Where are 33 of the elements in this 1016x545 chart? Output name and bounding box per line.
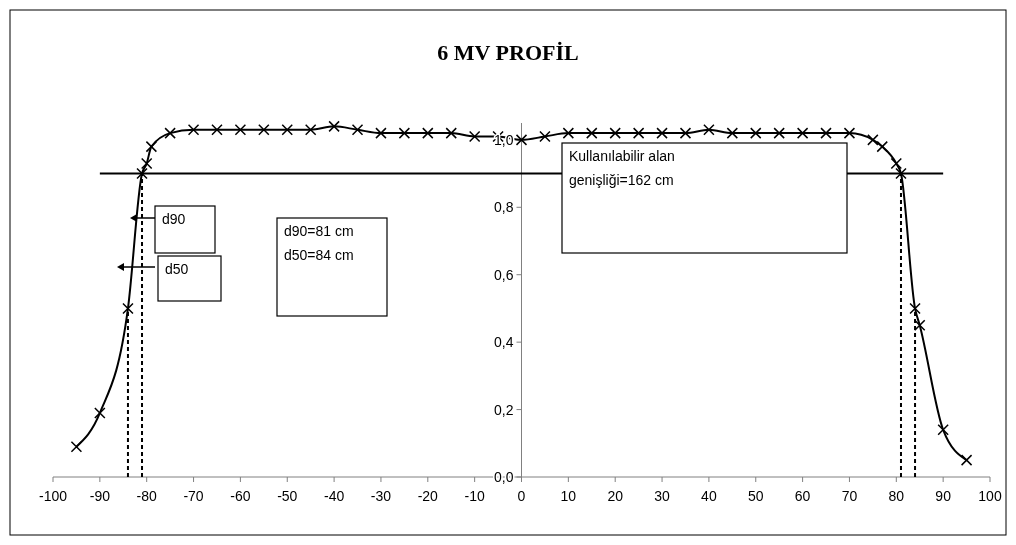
x-tick-label: 10 (560, 488, 577, 504)
y-tick-label: 0,6 (494, 266, 514, 283)
x-tick-label: 70 (841, 488, 858, 504)
x-tick-label: -80 (136, 488, 158, 504)
y-tick-label: 0,4 (494, 334, 514, 351)
annotation: d90 (162, 211, 186, 227)
x-tick-label: -70 (183, 488, 204, 504)
x-tick-label: 60 (794, 488, 811, 504)
x-tick-label: 100 (978, 488, 1002, 504)
x-tick-label: 0 (517, 488, 526, 504)
x-tick-label: -40 (323, 488, 345, 504)
x-tick-label: -10 (464, 488, 485, 504)
x-tick-label: 90 (935, 488, 952, 504)
x-tick-label: -50 (277, 488, 298, 504)
x-tick-label: 80 (888, 488, 905, 504)
annotation: d90=81 cm d50=84 cm (284, 223, 354, 263)
text-box: d90=81 cm d50=84 cm (276, 217, 388, 317)
chart-title: 6 MV PROFİL (437, 40, 579, 65)
text-box: Kullanılabilir alan genişliği=162 cm (561, 142, 848, 254)
x-tick-label: 50 (747, 488, 764, 504)
y-tick-label: 0,0 (494, 469, 514, 485)
x-tick-label: 40 (701, 488, 717, 504)
y-tick-label: 0,2 (494, 401, 514, 418)
x-tick-label: 20 (607, 488, 624, 504)
x-tick-label: -90 (89, 488, 111, 504)
annotation: Kullanılabilir alan genişliği=162 cm (569, 148, 675, 188)
x-tick-label: -60 (230, 488, 251, 504)
x-tick-label: -30 (370, 488, 392, 504)
x-tick-label: -100 (38, 488, 68, 504)
x-tick-label: 30 (654, 488, 671, 504)
x-tick-label: -20 (417, 488, 439, 504)
annotation: d50 (165, 261, 189, 277)
y-tick-label: 0,8 (494, 199, 514, 216)
